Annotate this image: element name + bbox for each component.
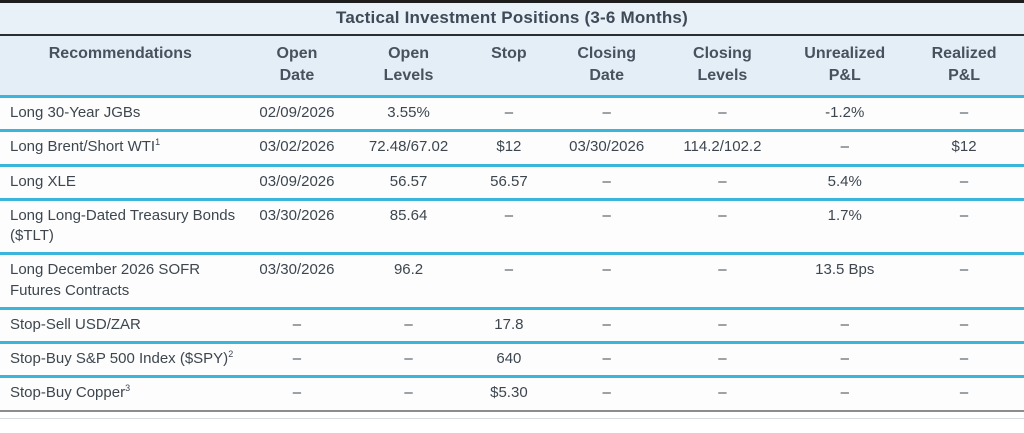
value-cell: – — [553, 342, 660, 379]
table-row: Long 30-Year JGBs 02/09/2026 3.55% – – – -1.2%… — [0, 96, 1024, 133]
value-cell: – — [553, 376, 660, 412]
value-cell: – — [659, 253, 786, 310]
column-header-recommendations: Recommendations — [0, 36, 241, 99]
table-row: Long December 2026 SOFR Futures Contract… — [0, 253, 1024, 310]
value-cell: – — [904, 342, 1024, 379]
value-cell: – — [904, 199, 1024, 256]
column-header-stop: Stop — [463, 36, 554, 99]
recommendation-label: Long Brent/Short WTI — [10, 138, 156, 156]
value-cell: 03/30/2026 — [553, 130, 660, 167]
value-cell: 56.57 — [463, 165, 554, 201]
recommendation-cell: Long Brent/Short WTI1 — [0, 130, 241, 167]
recommendation-cell: Long Long-Dated Treasury Bonds ($TLT) — [0, 199, 241, 256]
value-cell: 3.55% — [353, 96, 464, 133]
value-cell: – — [785, 308, 905, 345]
value-cell: – — [353, 308, 464, 345]
value-cell: $12 — [904, 130, 1024, 167]
value-cell: – — [240, 342, 354, 379]
column-header-closing-levels: Closing Levels — [659, 36, 786, 99]
positions-table: Recommendations Open Date Open Levels Stop C… — [0, 36, 1024, 412]
recommendation-cell: Long XLE — [0, 165, 241, 201]
value-cell: – — [904, 376, 1024, 412]
column-header-realized-p-l: Realized P&L — [904, 36, 1024, 99]
table-row: Long XLE 03/09/2026 56.57 56.57– –5.4% – — [0, 165, 1024, 201]
table-row: Stop-Sell USD/ZAR – –17.8– – – – — [0, 308, 1024, 345]
value-cell: 03/30/2026 — [240, 199, 354, 256]
column-header-closing-date: Closing Date — [553, 36, 660, 99]
value-cell: – — [353, 376, 464, 412]
value-cell: 56.57 — [353, 165, 464, 201]
value-cell: 72.48/67.02 — [353, 130, 464, 167]
value-cell: – — [785, 342, 905, 379]
value-cell: 85.64 — [353, 199, 464, 256]
value-cell: – — [659, 96, 786, 133]
value-cell: – — [659, 199, 786, 256]
header-row: Recommendations Open Date Open Levels Stop C… — [0, 36, 1024, 99]
value-cell: – — [463, 96, 554, 133]
value-cell: $12 — [463, 130, 554, 167]
table-row: Stop-Buy Copper3– – $5.30– – – – — [0, 376, 1024, 412]
value-cell: – — [553, 253, 660, 310]
footnote-marker: 1 — [155, 137, 161, 148]
value-cell: – — [553, 308, 660, 345]
table-row: Long Brent/Short WTI1 03/02/2026 72.48/67.… — [0, 130, 1024, 167]
recommendation-cell: Long December 2026 SOFR Futures Contract… — [0, 253, 241, 310]
value-cell: 03/02/2026 — [240, 130, 354, 167]
recommendation-label: Long XLE — [10, 172, 76, 190]
value-cell: 96.2 — [353, 253, 464, 310]
value-cell: 640 — [463, 342, 554, 379]
value-cell: – — [353, 342, 464, 379]
column-header-open-levels: Open Levels — [353, 36, 464, 99]
value-cell: – — [553, 96, 660, 133]
value-cell: – — [904, 253, 1024, 310]
recommendation-cell: Long 30-Year JGBs — [0, 96, 241, 133]
value-cell: 03/30/2026 — [240, 253, 354, 310]
value-cell: – — [904, 308, 1024, 345]
recommendation-label: Stop-Buy Copper — [10, 384, 126, 402]
recommendation-label: Long 30-Year JGBs — [10, 104, 141, 122]
recommendation-label: Stop-Sell USD/ZAR — [10, 315, 141, 333]
recommendation-cell: Stop-Buy S&P 500 Index ($SPY)2 — [0, 342, 241, 379]
table-title: Tactical Investment Positions (3-6 Month… — [336, 8, 688, 27]
value-cell: $5.30 — [463, 376, 554, 412]
value-cell: – — [904, 165, 1024, 201]
value-cell: – — [463, 253, 554, 310]
recommendation-cell: Stop-Buy Copper3 — [0, 376, 241, 412]
value-cell: – — [553, 199, 660, 256]
value-cell: 03/09/2026 — [240, 165, 354, 201]
value-cell: – — [659, 308, 786, 345]
value-cell: – — [659, 165, 786, 201]
table-title-bar: Tactical Investment Positions (3-6 Month… — [0, 3, 1024, 36]
recommendation-label: Long Long-Dated Treasury Bonds ($TLT) — [10, 206, 236, 245]
value-cell: 13.5 Bps — [785, 253, 905, 310]
value-cell: 5.4% — [785, 165, 905, 201]
recommendation-label: Long December 2026 SOFR Futures Contract… — [10, 261, 201, 299]
recommendation-cell: Stop-Sell USD/ZAR — [0, 308, 241, 345]
value-cell: – — [904, 96, 1024, 133]
value-cell: 02/09/2026 — [240, 96, 354, 133]
value-cell: 114.2/102.2 — [659, 130, 786, 167]
value-cell: – — [240, 376, 354, 412]
value-cell: – — [553, 165, 660, 201]
table-row: Stop-Buy S&P 500 Index ($SPY)2– –640– – – – — [0, 342, 1024, 379]
value-cell: – — [785, 376, 905, 412]
footnote-marker: 2 — [228, 349, 234, 360]
column-header-open-date: Open Date — [240, 36, 354, 99]
value-cell: – — [659, 342, 786, 379]
value-cell: 1.7% — [785, 199, 905, 256]
value-cell: -1.2% — [785, 96, 905, 133]
table-row: Long Long-Dated Treasury Bonds ($TLT) 03/… — [0, 199, 1024, 256]
tactical-positions-table: Tactical Investment Positions (3-6 Month… — [0, 0, 1024, 419]
value-cell: – — [463, 199, 554, 256]
value-cell: – — [785, 130, 905, 167]
footnote-marker: 3 — [125, 383, 131, 394]
bottom-rule — [0, 417, 1024, 419]
value-cell: – — [659, 376, 786, 412]
recommendation-label: Stop-Buy S&P 500 Index ($SPY) — [10, 350, 229, 368]
column-header-unrealized-p-l: Unrealized P&L — [785, 36, 905, 99]
value-cell: 17.8 — [463, 308, 554, 345]
value-cell: – — [240, 308, 354, 345]
